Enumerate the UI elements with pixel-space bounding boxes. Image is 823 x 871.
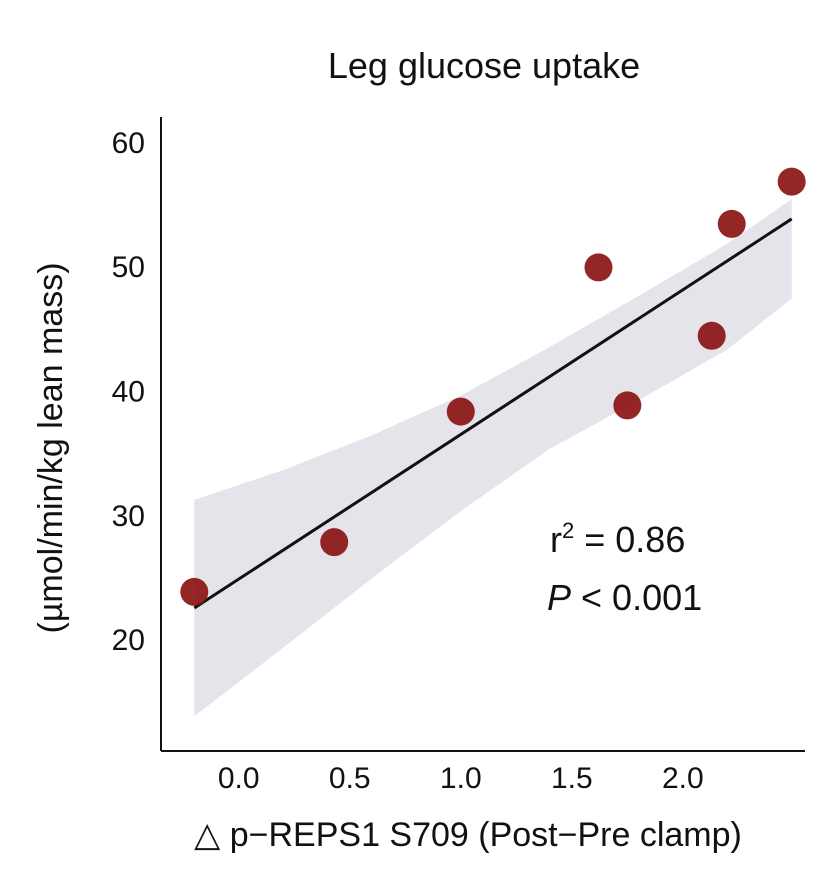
r-squared-value: = 0.86 — [574, 519, 685, 560]
x-tick-label: 0.5 — [329, 762, 371, 795]
data-point-4 — [584, 253, 613, 282]
r-squared-superscript: 2 — [562, 518, 574, 543]
x-tick-labels: 0.0 0.5 1.0 1.5 2.0 — [218, 762, 704, 795]
y-tick-label: 20 — [112, 624, 145, 657]
x-tick-label: 1.5 — [551, 762, 593, 795]
y-tick-label: 40 — [112, 375, 145, 408]
y-tick-label: 60 — [112, 127, 145, 160]
p-value-annotation: P < 0.001 — [547, 577, 702, 618]
y-tick-label: 30 — [112, 500, 145, 533]
y-tick-labels: 20 30 40 50 60 — [112, 127, 145, 657]
p-value-symbol: P — [547, 577, 571, 618]
x-tick-label: 0.0 — [218, 762, 260, 795]
chart-title: Leg glucose uptake — [328, 45, 640, 86]
data-point-7 — [717, 209, 746, 238]
r-squared-symbol: r — [550, 519, 562, 560]
confidence-band — [194, 199, 792, 717]
x-tick-label: 2.0 — [662, 762, 704, 795]
x-axis-label: △ p−REPS1 S709 (Post−Pre clamp) — [194, 816, 742, 854]
regression-line — [193, 217, 793, 610]
data-point-8 — [777, 167, 806, 196]
y-tick-label: 50 — [112, 251, 145, 284]
data-point-5 — [613, 391, 642, 420]
x-tick-label: 1.0 — [440, 762, 482, 795]
p-value-value: < 0.001 — [571, 577, 702, 618]
data-point-3 — [446, 397, 475, 426]
data-point-2 — [320, 528, 349, 557]
y-axis-label: (µmol/min/kg lean mass) — [32, 262, 70, 633]
r-squared-annotation: r2 = 0.86 — [550, 518, 685, 560]
data-point-6 — [697, 321, 726, 350]
data-point-1 — [180, 577, 209, 606]
plot-area — [180, 167, 806, 717]
